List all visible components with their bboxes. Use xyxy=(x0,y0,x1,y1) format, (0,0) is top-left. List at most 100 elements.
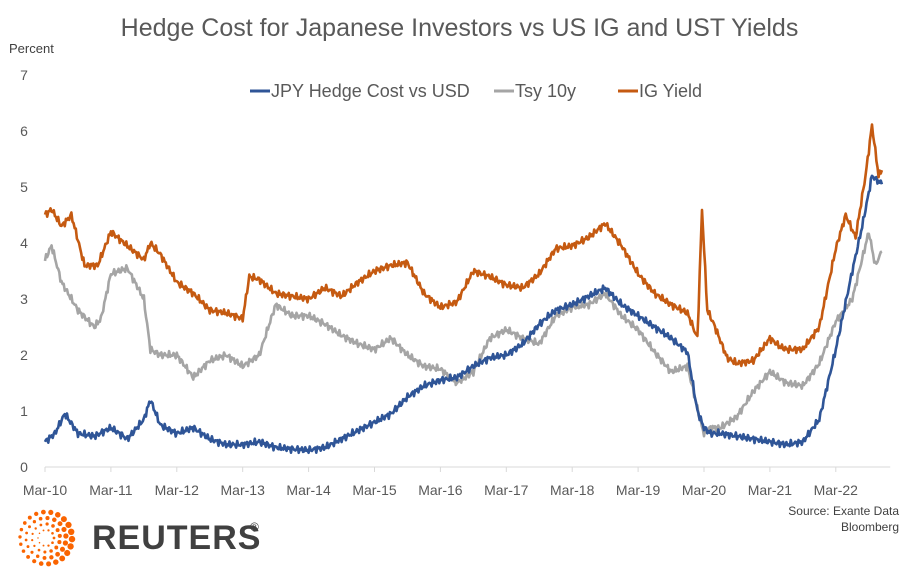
logo-dot xyxy=(52,536,56,540)
axes: 0 1 2 3 4 5 6 7 Mar-10 Mar-11 Mar-12 Mar-13 Mar-14 Ma… xyxy=(20,67,891,498)
logo-dot xyxy=(53,559,59,565)
x-tick-label: Mar-11 xyxy=(89,482,133,498)
y-tick-label: 5 xyxy=(20,179,28,195)
logo-dot xyxy=(42,529,45,532)
y-tick-label: 7 xyxy=(20,67,28,83)
logo-dot xyxy=(63,533,69,539)
logo-dot xyxy=(51,531,54,535)
x-tick-label: Mar-17 xyxy=(484,482,529,498)
logo-dot xyxy=(59,546,66,552)
logo-dot xyxy=(67,543,74,550)
x-tick-label: Mar-13 xyxy=(221,482,266,498)
logo-dot xyxy=(60,516,67,523)
logo-dot xyxy=(55,551,60,557)
logo-dot xyxy=(35,554,40,558)
logo-dot xyxy=(52,517,57,523)
legend-label: Tsy 10y xyxy=(515,81,576,101)
series-line-tsy-10y xyxy=(43,232,883,438)
x-tick-label: Mar-10 xyxy=(23,482,68,498)
source-line-1: Source: Exante Data xyxy=(788,504,899,518)
y-axis-label: Percent xyxy=(9,41,54,56)
logo-dot xyxy=(38,541,41,544)
logo-dot xyxy=(38,516,43,521)
x-tick-label: Mar-21 xyxy=(748,482,793,498)
logo-dot xyxy=(25,531,28,535)
logo-dot xyxy=(68,535,76,543)
logo-dot xyxy=(45,522,49,526)
logo-dot xyxy=(46,561,52,567)
series-line-ig-yield xyxy=(43,123,884,368)
reuters-wordmark: REUTERS xyxy=(92,519,261,557)
legend-label: JPY Hedge Cost vs USD xyxy=(271,81,470,101)
logo-dot xyxy=(49,555,54,560)
logo-dot xyxy=(42,544,45,547)
logo-dot xyxy=(26,545,30,549)
logo-dot xyxy=(48,509,54,515)
logo-dot xyxy=(59,555,66,562)
logo-dot xyxy=(61,526,67,532)
logo-dot xyxy=(19,542,23,546)
x-tick-label: Mar-12 xyxy=(155,482,200,498)
logo-dot xyxy=(37,537,39,539)
logo-dot xyxy=(55,528,60,533)
logo-dot xyxy=(31,539,34,542)
reuters-dot-emblem-icon xyxy=(18,509,76,567)
logo-dot xyxy=(55,512,61,518)
source-line-2: Bloomberg xyxy=(840,520,899,534)
logo-dot xyxy=(38,532,41,535)
logo-dot xyxy=(24,538,28,542)
legend: JPY Hedge Cost vs USD Tsy 10y IG Yield xyxy=(250,81,702,101)
logo-dot xyxy=(30,550,34,554)
series-lines xyxy=(43,123,884,455)
logo-dot xyxy=(19,527,24,532)
logo-dot xyxy=(32,559,37,564)
logo-dot xyxy=(47,544,50,547)
logo-dot xyxy=(21,549,26,553)
logo-dot xyxy=(47,529,50,532)
logo-dot xyxy=(33,544,36,548)
logo-dot xyxy=(45,516,50,521)
logo-dot xyxy=(64,549,71,557)
x-tick-label: Mar-15 xyxy=(352,482,397,498)
chart-title: Hedge Cost for Japanese Investors vs US … xyxy=(120,14,799,42)
logo-dot xyxy=(43,550,47,554)
logo-dot xyxy=(41,509,46,515)
logo-dot xyxy=(49,549,53,553)
logo-dot xyxy=(68,528,75,535)
y-tick-label: 3 xyxy=(20,291,28,307)
reuters-logo: REUTERS ® xyxy=(18,509,261,567)
logo-dot xyxy=(51,524,55,528)
logo-dot xyxy=(42,555,47,560)
source-note: Source: Exante Data Bloomberg xyxy=(788,503,899,535)
logo-dot xyxy=(22,521,27,525)
x-tick-label: Mar-18 xyxy=(550,482,595,498)
legend-label: IG Yield xyxy=(639,81,702,101)
x-tick-label: Mar-22 xyxy=(814,482,859,498)
x-tick-label: Mar-19 xyxy=(616,482,661,498)
logo-dot xyxy=(65,521,72,529)
logo-dot xyxy=(26,554,31,559)
logo-dot xyxy=(51,541,54,545)
logo-dot xyxy=(34,511,39,517)
registered-mark: ® xyxy=(250,520,259,534)
y-tick-label: 6 xyxy=(20,123,28,139)
logo-dot xyxy=(32,520,37,524)
logo-dot xyxy=(28,525,31,529)
y-tick-label: 0 xyxy=(20,459,28,475)
logo-dot xyxy=(39,523,43,527)
logo-dot xyxy=(54,545,59,550)
logo-dot xyxy=(57,533,62,538)
logo-dot xyxy=(18,535,22,539)
y-tick-label: 2 xyxy=(20,347,28,363)
logo-dot xyxy=(57,540,62,545)
y-tick-label: 4 xyxy=(20,235,28,251)
logo-dot xyxy=(37,548,41,552)
logo-dot xyxy=(27,515,32,520)
x-tick-label: Mar-14 xyxy=(286,482,331,498)
logo-dot xyxy=(62,540,69,546)
logo-dot xyxy=(31,532,34,535)
x-tick-label: Mar-20 xyxy=(682,482,727,498)
y-tick-label: 1 xyxy=(20,403,28,419)
logo-dot xyxy=(38,561,44,566)
